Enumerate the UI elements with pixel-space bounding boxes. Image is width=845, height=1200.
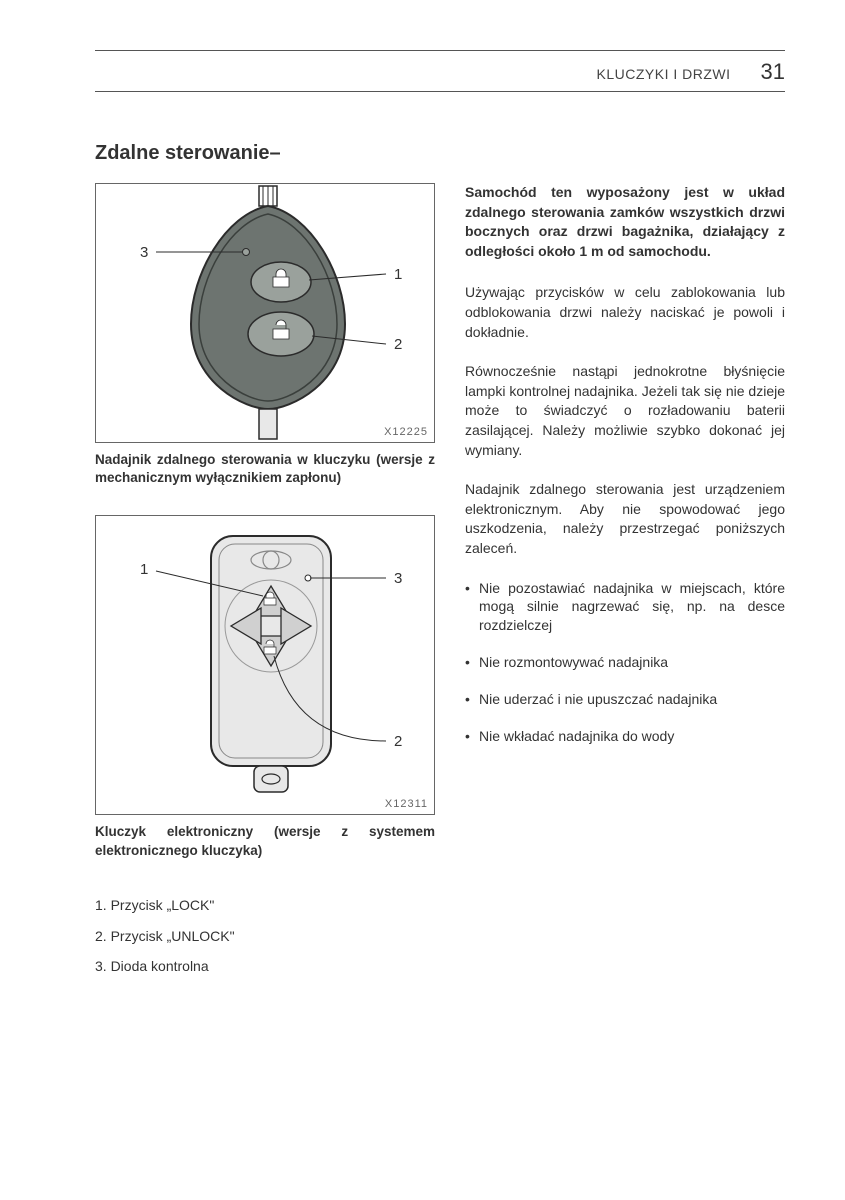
left-column: 1 2 3 X12225 Nadajnik zdalnego sterowani… [95,183,435,982]
page-root: KLUCZYKI I DRZWI 31 Zdalne sterowanie– [0,0,845,1022]
callout-1: 1 [394,266,402,283]
bullet-item: Nie rozmontowywać nadajnika [465,653,785,672]
header-top-rule [95,50,785,51]
figure2-caption: Kluczyk elektroniczny (wersje z systemem… [95,823,435,859]
paragraph-1: Używając przycisków w celu zablokowania … [465,283,785,342]
figure-code: X12311 [385,798,428,810]
figure1-caption: Nadajnik zdalnego sterowania w kluczyku … [95,451,435,487]
bullet-item: Nie wkładać nadajnika do wody [465,727,785,746]
legend-list: 1. Przycisk „LOCK" 2. Przycisk „UNLOCK" … [95,890,435,982]
section-title: Zdalne sterowanie– [95,142,785,165]
intro-paragraph: Samochód ten wyposażony jest w układ zda… [465,183,785,261]
callout-1: 1 [140,561,148,578]
callout-3: 3 [394,570,402,587]
callout-2: 2 [394,733,402,750]
legend-item-1: 1. Przycisk „LOCK" [95,890,435,921]
bullet-list: Nie pozostawiać nadajnika w miejscach, k… [465,579,785,746]
legend-item-3: 3. Dioda kontrolna [95,951,435,982]
smart-key-icon: 1 3 2 [96,516,434,814]
figure-key-transmitter: 1 2 3 X12225 [95,183,435,443]
section-name: KLUCZYKI I DRZWI [597,66,731,82]
two-column-layout: 1 2 3 X12225 Nadajnik zdalnego sterowani… [95,183,785,982]
bullet-item: Nie uderzać i nie upuszczać nadajnika [465,690,785,709]
figure-code: X12225 [384,426,428,438]
callout-3: 3 [140,244,148,261]
key-transmitter-icon: 1 2 3 [96,184,434,442]
page-number: 31 [761,59,785,85]
figure-smart-key: 1 3 2 X12311 [95,515,435,815]
paragraph-3: Nadajnik zdalnego sterowania jest urządz… [465,480,785,558]
callout-2: 2 [394,336,402,353]
right-column: Samochód ten wyposażony jest w układ zda… [465,183,785,982]
legend-item-2: 2. Przycisk „UNLOCK" [95,921,435,952]
paragraph-2: Równocześnie nastąpi jednokrotne błyśnię… [465,362,785,460]
bullet-item: Nie pozostawiać nadajnika w miejscach, k… [465,579,785,636]
page-header: KLUCZYKI I DRZWI 31 [95,59,785,92]
